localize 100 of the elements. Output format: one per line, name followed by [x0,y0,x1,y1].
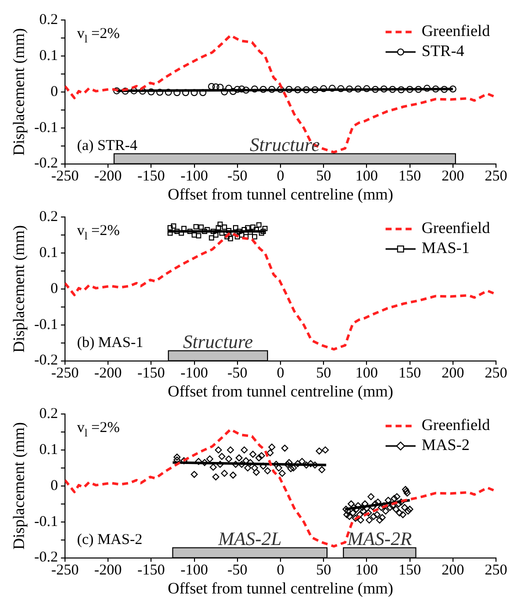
point [256,222,262,228]
x-axis-title: Offset from tunnel centreline (mm) [168,580,394,598]
point [230,88,237,96]
legend-label: Greenfield [422,220,490,238]
x-tick-label: 0 [276,168,284,185]
point [174,228,180,234]
point [224,234,230,240]
point [113,87,120,94]
point [268,86,276,93]
point [414,86,422,93]
point [218,222,223,227]
x-tick-label: -150 [137,562,165,579]
point [372,86,379,93]
x-tick-label: -200 [94,168,122,185]
y-tick-label: 0 [50,84,58,100]
point [220,88,228,96]
y-tick-label: 0 [50,478,58,494]
point [210,228,216,234]
legend-label: Greenfield [422,23,490,40]
x-tick-label: -150 [137,168,165,185]
point [148,88,155,96]
band-label: MAS-2R [346,528,412,550]
x-tick-label: 50 [316,562,332,579]
x-tick-label: 150 [398,366,422,382]
point [262,226,268,232]
point [354,86,362,93]
x-tick-label: -50 [227,366,248,382]
x-tick-label: 100 [355,168,378,185]
point [202,228,208,234]
x-tick-label: 200 [442,366,464,382]
point [294,86,302,94]
point [328,84,336,92]
y-tick-label: 0.2 [39,12,58,28]
x-tick-label: 50 [316,168,332,185]
point [286,86,293,93]
point [208,235,214,240]
point [164,88,172,96]
y-tick-label: -0.1 [34,316,58,333]
point [208,83,216,90]
x-tick-label: 0 [276,562,284,579]
point [242,86,250,94]
x-tick-label: -100 [180,168,208,185]
point [130,87,138,94]
point [198,224,204,230]
point [320,85,328,92]
x-axis-title: Offset from tunnel centreline (mm) [168,384,394,401]
x-tick-label: -100 [180,366,208,382]
point [168,225,173,230]
point [380,86,388,93]
y-tick-label: 0.1 [39,442,58,458]
point [156,88,164,96]
point [245,225,250,230]
x-tick-label: 150 [398,168,422,185]
legend-label: MAS-2 [422,437,470,454]
point [311,86,318,94]
point [337,85,344,92]
point [213,232,218,238]
x-tick-label: -50 [227,168,248,185]
point [449,86,456,93]
point [238,86,246,93]
point [193,224,199,230]
y-tick-label: -0.1 [34,120,58,136]
point [234,234,240,240]
point [260,86,267,93]
point [234,86,241,93]
x-tick-label: 150 [398,562,422,579]
x-tick-label: 100 [355,562,378,579]
y-tick-label: -0.1 [34,514,58,530]
point [139,88,146,95]
point [250,224,256,230]
point [225,84,232,92]
point [398,86,405,94]
point [199,89,206,96]
point [432,86,440,93]
y-tick-label: 0.2 [39,406,58,422]
point [190,89,198,96]
point [222,224,228,230]
x-tick-label: 250 [484,562,508,579]
point [192,232,197,238]
point [228,236,234,242]
point [251,86,258,93]
y-axis-title: Displacement (mm) [10,225,28,353]
point [216,225,222,230]
point [168,230,173,236]
x-tick-label: -150 [137,366,165,382]
point [424,84,431,92]
x-tick-label: 0 [276,366,284,382]
point [260,228,266,234]
x-tick-label: 250 [484,366,508,382]
y-tick-label: 0.1 [39,48,58,64]
point [122,88,129,95]
x-tick-label: 200 [442,168,464,185]
point [302,86,310,94]
point [187,228,193,234]
point [212,83,220,90]
point [248,229,253,235]
x-tick-label: -50 [227,562,248,579]
y-tick-label: 0.2 [39,208,58,225]
y-axis-title: Displacement (mm) [10,422,28,550]
x-tick-label: 250 [484,168,508,185]
